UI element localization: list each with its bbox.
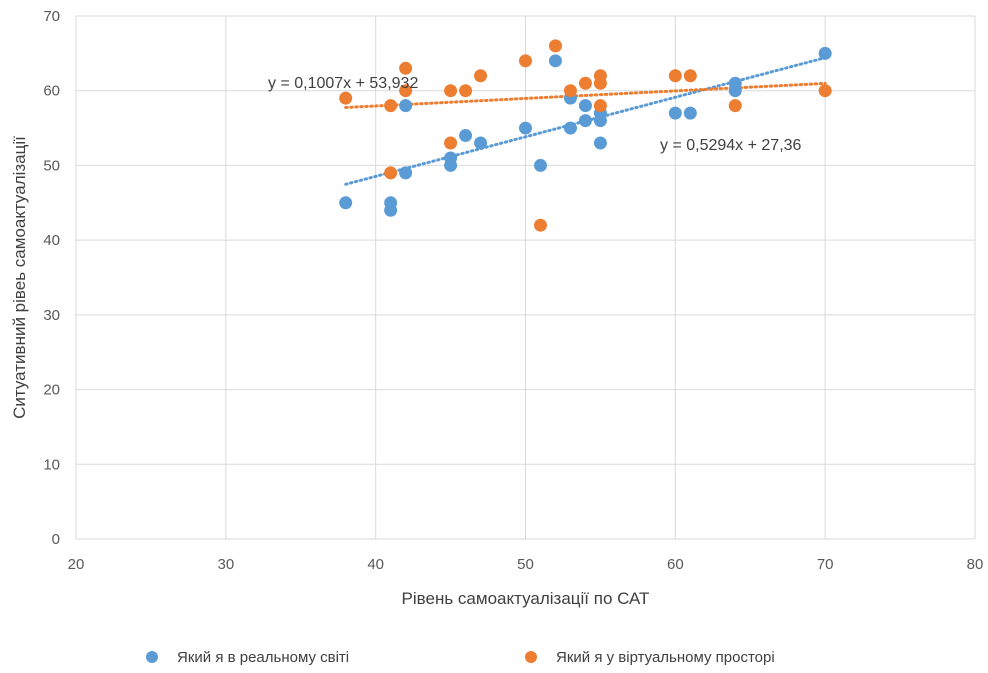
y-tick-label: 20 <box>43 382 60 399</box>
legend-item-real: Який я в реальному світі <box>146 649 349 666</box>
data-point-virtual <box>384 99 398 113</box>
data-point-virtual <box>459 84 473 98</box>
data-point-virtual <box>668 69 682 83</box>
data-point-virtual <box>593 76 607 90</box>
grid-lines <box>75 15 976 540</box>
data-point-real <box>578 114 592 128</box>
y-tick-label: 70 <box>43 8 60 25</box>
y-axis-title: Ситуативний рівеь самоактуалізації <box>10 136 29 419</box>
trendline-equation-virtual: y = 0,1007x + 53,932 <box>268 75 418 92</box>
y-tick-label: 40 <box>43 232 60 249</box>
data-point-real <box>474 136 488 150</box>
data-point-virtual <box>818 84 832 98</box>
data-point-virtual <box>339 91 353 105</box>
y-tick-label: 60 <box>43 83 60 100</box>
legend-marker-real <box>146 651 158 663</box>
legend-label-virtual: Який я у віртуальному просторі <box>556 649 775 666</box>
data-point-real <box>593 114 607 128</box>
trendline-equations: y = 0,5294x + 27,36 y = 0,1007x + 53,932 <box>268 75 802 154</box>
data-point-virtual <box>384 166 398 180</box>
legend-label-real: Який я в реальному світі <box>177 649 349 666</box>
legend: Який я в реальному світі Який я у віртуа… <box>146 649 775 666</box>
data-point-real <box>668 106 682 120</box>
y-tick-label: 30 <box>43 307 60 324</box>
x-tick-label: 20 <box>68 556 85 573</box>
data-point-real <box>444 158 458 172</box>
data-point-real <box>593 136 607 150</box>
x-axis-title: Рівень самоактуалізації по САТ <box>402 589 650 608</box>
data-point-real <box>728 84 742 98</box>
data-point-virtual <box>593 99 607 113</box>
y-tick-label: 50 <box>43 157 60 174</box>
data-point-virtual <box>519 54 532 68</box>
data-point-virtual <box>578 76 592 90</box>
data-point-virtual <box>533 218 547 232</box>
data-point-real <box>563 121 577 135</box>
data-point-real <box>578 99 592 113</box>
legend-item-virtual: Який я у віртуальному просторі <box>525 649 775 666</box>
x-tick-label: 80 <box>967 556 984 573</box>
data-point-virtual <box>399 61 413 75</box>
data-point-real <box>339 196 353 210</box>
data-point-real <box>399 166 413 180</box>
data-point-virtual <box>444 84 458 98</box>
x-tick-label: 50 <box>517 556 534 573</box>
data-point-virtual <box>683 69 697 83</box>
y-tick-label: 0 <box>52 531 60 548</box>
data-point-virtual <box>563 84 577 98</box>
data-point-virtual <box>399 84 413 98</box>
data-point-real <box>459 129 473 143</box>
data-points <box>339 39 832 232</box>
legend-marker-virtual <box>525 651 537 663</box>
data-point-virtual <box>548 39 562 53</box>
data-point-virtual <box>444 136 458 150</box>
x-tick-label: 60 <box>667 556 684 573</box>
data-point-real <box>818 46 832 60</box>
data-point-real <box>548 54 562 68</box>
data-point-real <box>384 203 398 217</box>
y-tick-label: 10 <box>43 456 60 473</box>
trendline-virtual <box>344 81 827 109</box>
data-point-virtual <box>474 69 488 83</box>
data-point-virtual <box>728 99 742 113</box>
x-tick-label: 30 <box>217 556 234 573</box>
data-point-real <box>533 158 547 172</box>
data-point-real <box>399 99 413 113</box>
trendline-equation-real: y = 0,5294x + 27,36 <box>660 137 802 154</box>
tick-labels: 0 10 20 30 40 50 60 70 20 30 40 50 60 70 80 <box>43 8 983 573</box>
data-point-real <box>519 121 532 135</box>
data-point-real <box>683 106 697 120</box>
x-tick-label: 70 <box>817 556 834 573</box>
x-tick-label: 40 <box>367 556 384 573</box>
